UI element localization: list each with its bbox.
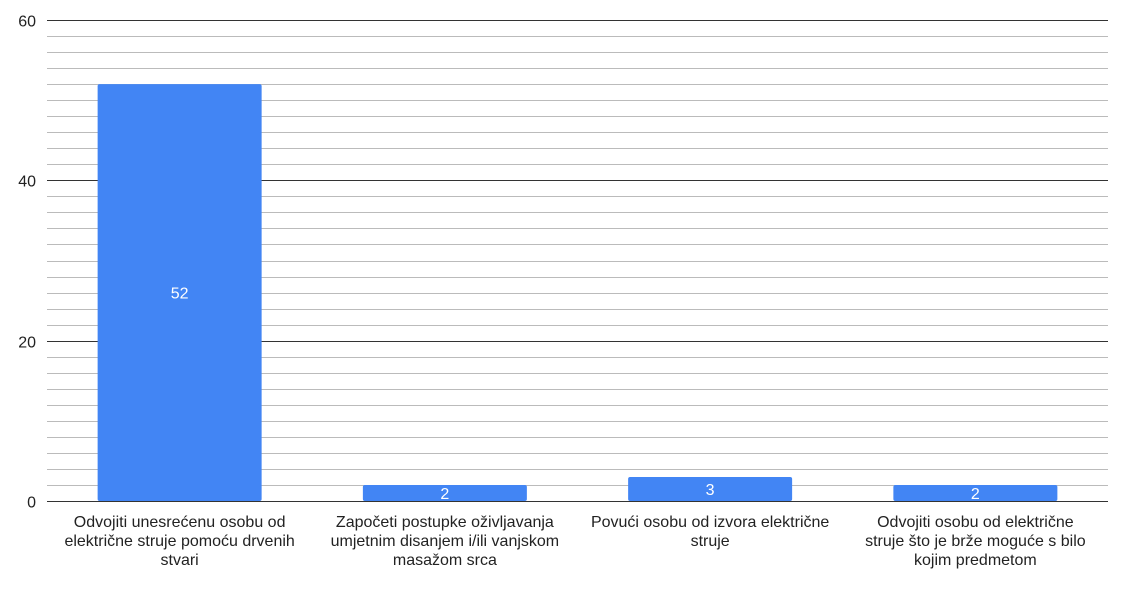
labels: 0 20 40 60 52 2 3 2 (18, 14, 980, 512)
y-tick-label: 0 (27, 495, 36, 512)
data-label: 3 (706, 482, 715, 499)
y-tick-label: 60 (18, 14, 36, 31)
data-label: 2 (440, 486, 449, 503)
data-label: 2 (971, 486, 980, 503)
x-tick-label: Započeti postupke oživljavanja umjetnim … (330, 514, 560, 569)
bar (893, 484, 1058, 501)
bar (362, 484, 527, 501)
x-tick-label: Odvojiti unesrećenu osobu od električne … (64, 514, 295, 569)
data-label: 52 (171, 286, 189, 303)
bars (97, 84, 1058, 501)
x-tick-label: Odvojiti osobu od električne struje što … (865, 514, 1086, 569)
bar (97, 84, 262, 501)
x-tick-label: Povući osobu od izvora električne struje (590, 514, 830, 550)
y-tick-label: 40 (18, 174, 36, 191)
y-tick-label: 20 (18, 335, 36, 352)
bar (628, 476, 793, 501)
